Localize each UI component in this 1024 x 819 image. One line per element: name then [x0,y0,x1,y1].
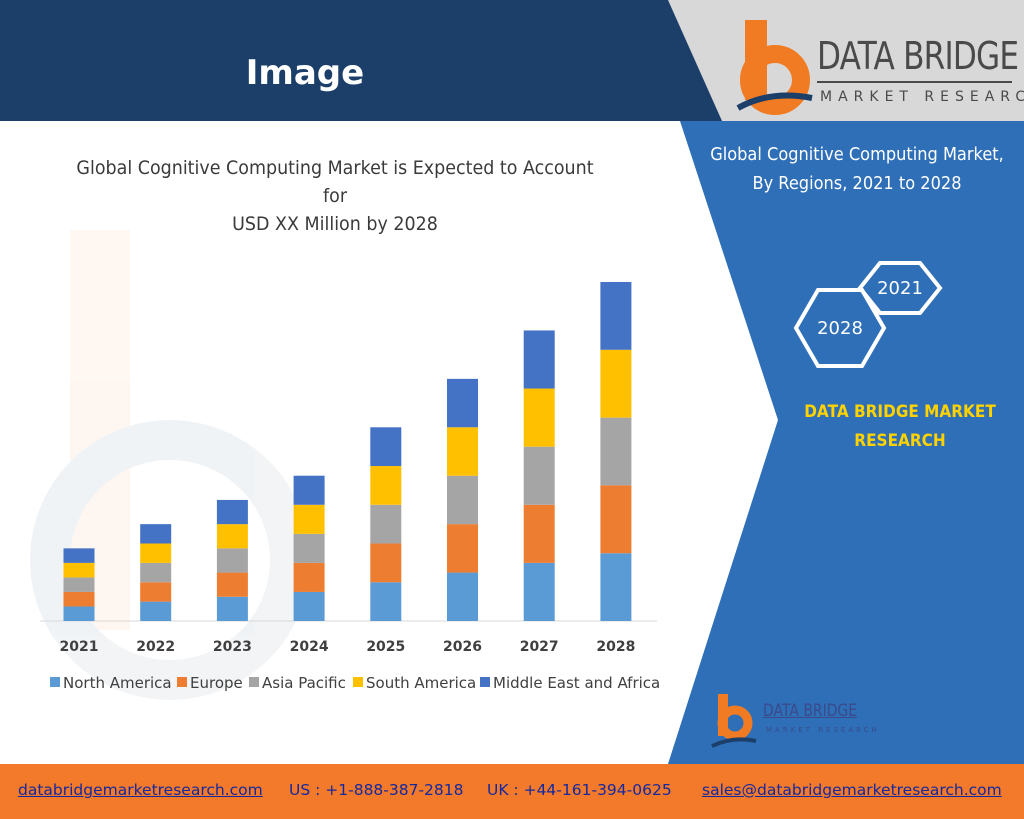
bar-segment-2025-1 [370,543,402,583]
bar-segment-2023-3 [216,524,248,549]
bar-segment-2021-2 [63,577,95,592]
bar-segment-2022-2 [140,562,172,583]
bar-segment-2023-4 [216,499,248,525]
bar-segment-2024-0 [293,591,325,621]
bar-segment-2026-0 [447,572,478,621]
x-tick-label: 2025 [366,639,405,655]
bar-segment-2021-0 [63,606,95,621]
legend-swatch [50,677,60,687]
chart-title-line-2: USD XX Million by 2028 [232,213,438,235]
side-title-line-2: By Regions, 2021 to 2028 [752,173,962,194]
watermark [30,230,310,700]
bar-segment-2027-2 [523,446,555,505]
legend-label: Asia Pacific [262,674,346,692]
bar-segment-2021-4 [63,548,95,563]
page-title: Image [245,53,365,93]
bar-segment-2027-0 [523,562,555,621]
footer-us-phone: US : +1-888-387-2818 [289,781,464,799]
x-tick-label: 2024 [290,639,329,655]
bar-segment-2023-0 [216,596,248,621]
x-tick-label: 2028 [596,639,635,655]
bar-segment-2026-1 [447,524,478,573]
legend-swatch [249,677,259,687]
x-tick-label: 2022 [136,639,175,655]
x-tick-label: 2026 [443,639,482,655]
bar-segment-2022-4 [140,524,172,544]
bar-segment-2021-1 [63,591,95,607]
bar-segment-2026-4 [447,378,478,428]
bar-segment-2022-3 [140,543,172,563]
legend-label: South America [366,674,476,692]
legend-label: North America [63,674,172,692]
hex-label-2028: 2028 [817,318,863,339]
bar-segment-2028-2 [600,417,632,486]
bar-segment-2027-1 [523,504,555,563]
brand-name: DATA BRIDGE [817,34,1019,78]
x-tick-label: 2027 [520,639,559,655]
mini-brand-name: DATA BRIDGE [763,701,858,721]
legend-swatch [353,677,363,687]
chart-plot-area: 2021 2022 2023 2024 2025 2026 2027 2028 North Am… [40,282,660,692]
side-panel-title: Global Cognitive Computing Market, By Re… [707,140,1008,198]
chart-title-line-1: Global Cognitive Computing Market is Exp… [76,157,594,207]
bar-segment-2026-3 [447,427,478,476]
bar-segment-2026-2 [447,475,478,525]
bar-segment-2025-3 [370,466,402,505]
footer-uk-phone: UK : +44-161-394-0625 [487,781,672,799]
bar-segment-2024-4 [293,475,325,505]
bar-segment-2027-4 [523,330,555,389]
side-title-line-1: Global Cognitive Computing Market, [710,144,1004,165]
legend-swatch [480,677,490,687]
mini-brand-tagline: MARKET RESEARCH [766,726,880,734]
mini-logo-icon [711,694,757,748]
bar-segment-2025-2 [370,504,402,544]
legend-swatch [177,677,187,687]
legend-label: Europe [190,674,243,692]
bar-segment-2024-3 [293,504,325,534]
bar-segment-2024-2 [293,533,325,563]
footer-bar: databridgemarketresearch.com US : +1-888… [0,764,1024,819]
bar-segment-2027-3 [523,388,555,447]
side-brand-line-1: DATA BRIDGE MARKET [804,402,996,422]
hex-label-2021: 2021 [877,278,923,299]
bar-segment-2028-4 [600,282,632,350]
bar-segment-2023-2 [216,548,248,573]
footer-website-link[interactable]: databridgemarketresearch.com [18,781,263,799]
side-brand-text: DATA BRIDGE MARKET RESEARCH [774,398,1024,456]
bar-segment-2022-0 [140,601,172,621]
bar-segment-2025-4 [370,427,402,467]
bar-segment-2025-0 [370,582,402,621]
brand-tagline: MARKET RESEARCH [820,89,1024,105]
brand-logo-icon [736,20,813,115]
bar-segment-2021-3 [63,562,95,578]
chart-title: Global Cognitive Computing Market is Exp… [64,154,607,238]
bar-segment-2024-1 [293,562,325,592]
x-tick-label: 2021 [60,639,99,655]
bar-segment-2022-1 [140,582,172,602]
legend-label: Middle East and Africa [493,674,660,692]
side-brand-line-2: RESEARCH [854,431,946,451]
bar-segment-2023-1 [216,572,248,597]
bar-segment-2028-0 [600,553,632,621]
bar-segment-2028-3 [600,349,632,418]
hexagon-2028-icon [793,288,887,368]
footer-email-link[interactable]: sales@databridgemarketresearch.com [702,781,1002,799]
bar-segment-2028-1 [600,485,632,554]
x-tick-label: 2023 [213,639,252,655]
